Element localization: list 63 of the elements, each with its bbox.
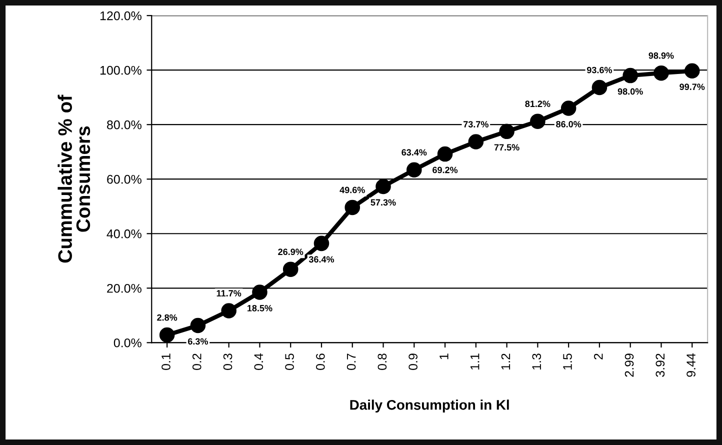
x-tick-label: 0.2 [192,354,202,370]
x-tick-label: 1.2 [501,354,510,370]
data-label: 73.7% [464,121,488,128]
data-label: 99.7% [680,84,705,90]
x-tick-label: 2.99 [624,354,634,377]
x-tick-label: 0.6 [316,354,325,370]
point [344,200,360,216]
data-label: 26.9% [278,248,304,256]
point [406,162,422,178]
y-tick-label: 60.0% [107,174,142,184]
data-label: 86.0% [556,120,582,128]
y-tick-label: 20.0% [107,284,142,293]
data-label: 93.6% [586,66,612,74]
y-tick-label: 100.0% [100,66,142,75]
x-tick-label: 0.8 [378,354,387,370]
point [437,146,453,162]
data-label: 77.5% [494,144,520,151]
x-axis-title: Daily Consumption in Kl [350,400,509,413]
data-label: 57.3% [370,199,396,206]
data-label: 49.6% [340,186,365,194]
data-label: 6.3% [188,338,208,345]
x-tick-label: 1.1 [470,354,480,370]
data-label: 81.2% [525,100,550,108]
data-label: 69.2% [432,166,458,174]
point [252,284,268,300]
y-axis-title: Cummulative % of Consumers [58,94,90,263]
x-tick-label: 1.5 [563,354,572,370]
x-tick-label: 0.9 [408,354,418,370]
y-tick-label: 40.0% [106,229,142,238]
x-tick-label: 1.3 [532,354,542,370]
point [684,63,700,79]
point [314,236,330,252]
data-label: 98.0% [618,88,643,95]
x-tick-label: 0.4 [254,353,264,370]
x-tick-label: 2 [594,354,603,360]
point [159,327,175,343]
y-tick-label: 80.0% [107,120,142,130]
point [654,65,669,81]
x-tick-label: 3.92 [656,354,665,377]
y-tick-label: 0.0% [114,338,142,348]
data-label: 2.8% [157,314,178,321]
x-tick-label: 0.7 [346,354,356,370]
y-tick-label: 120.0% [100,11,142,20]
point [499,124,514,140]
point [282,262,298,277]
x-tick-label: 0.3 [223,354,232,370]
data-label: 63.4% [402,149,427,156]
x-tick-label: 0.5 [285,354,294,370]
point [468,134,484,150]
data-label: 36.4% [308,256,334,263]
point [560,100,576,116]
point [592,80,608,96]
data-label: 11.7% [216,290,242,296]
point [622,68,638,84]
point [221,303,236,318]
point [530,114,546,129]
point [376,178,391,194]
point [190,318,206,334]
data-label: 18.5% [247,304,272,312]
x-tick-label: 9.44 [686,353,696,377]
x-tick-label: 1 [440,354,448,360]
x-tick-label: 0.1 [162,354,170,370]
data-label: 98.9% [648,52,674,59]
